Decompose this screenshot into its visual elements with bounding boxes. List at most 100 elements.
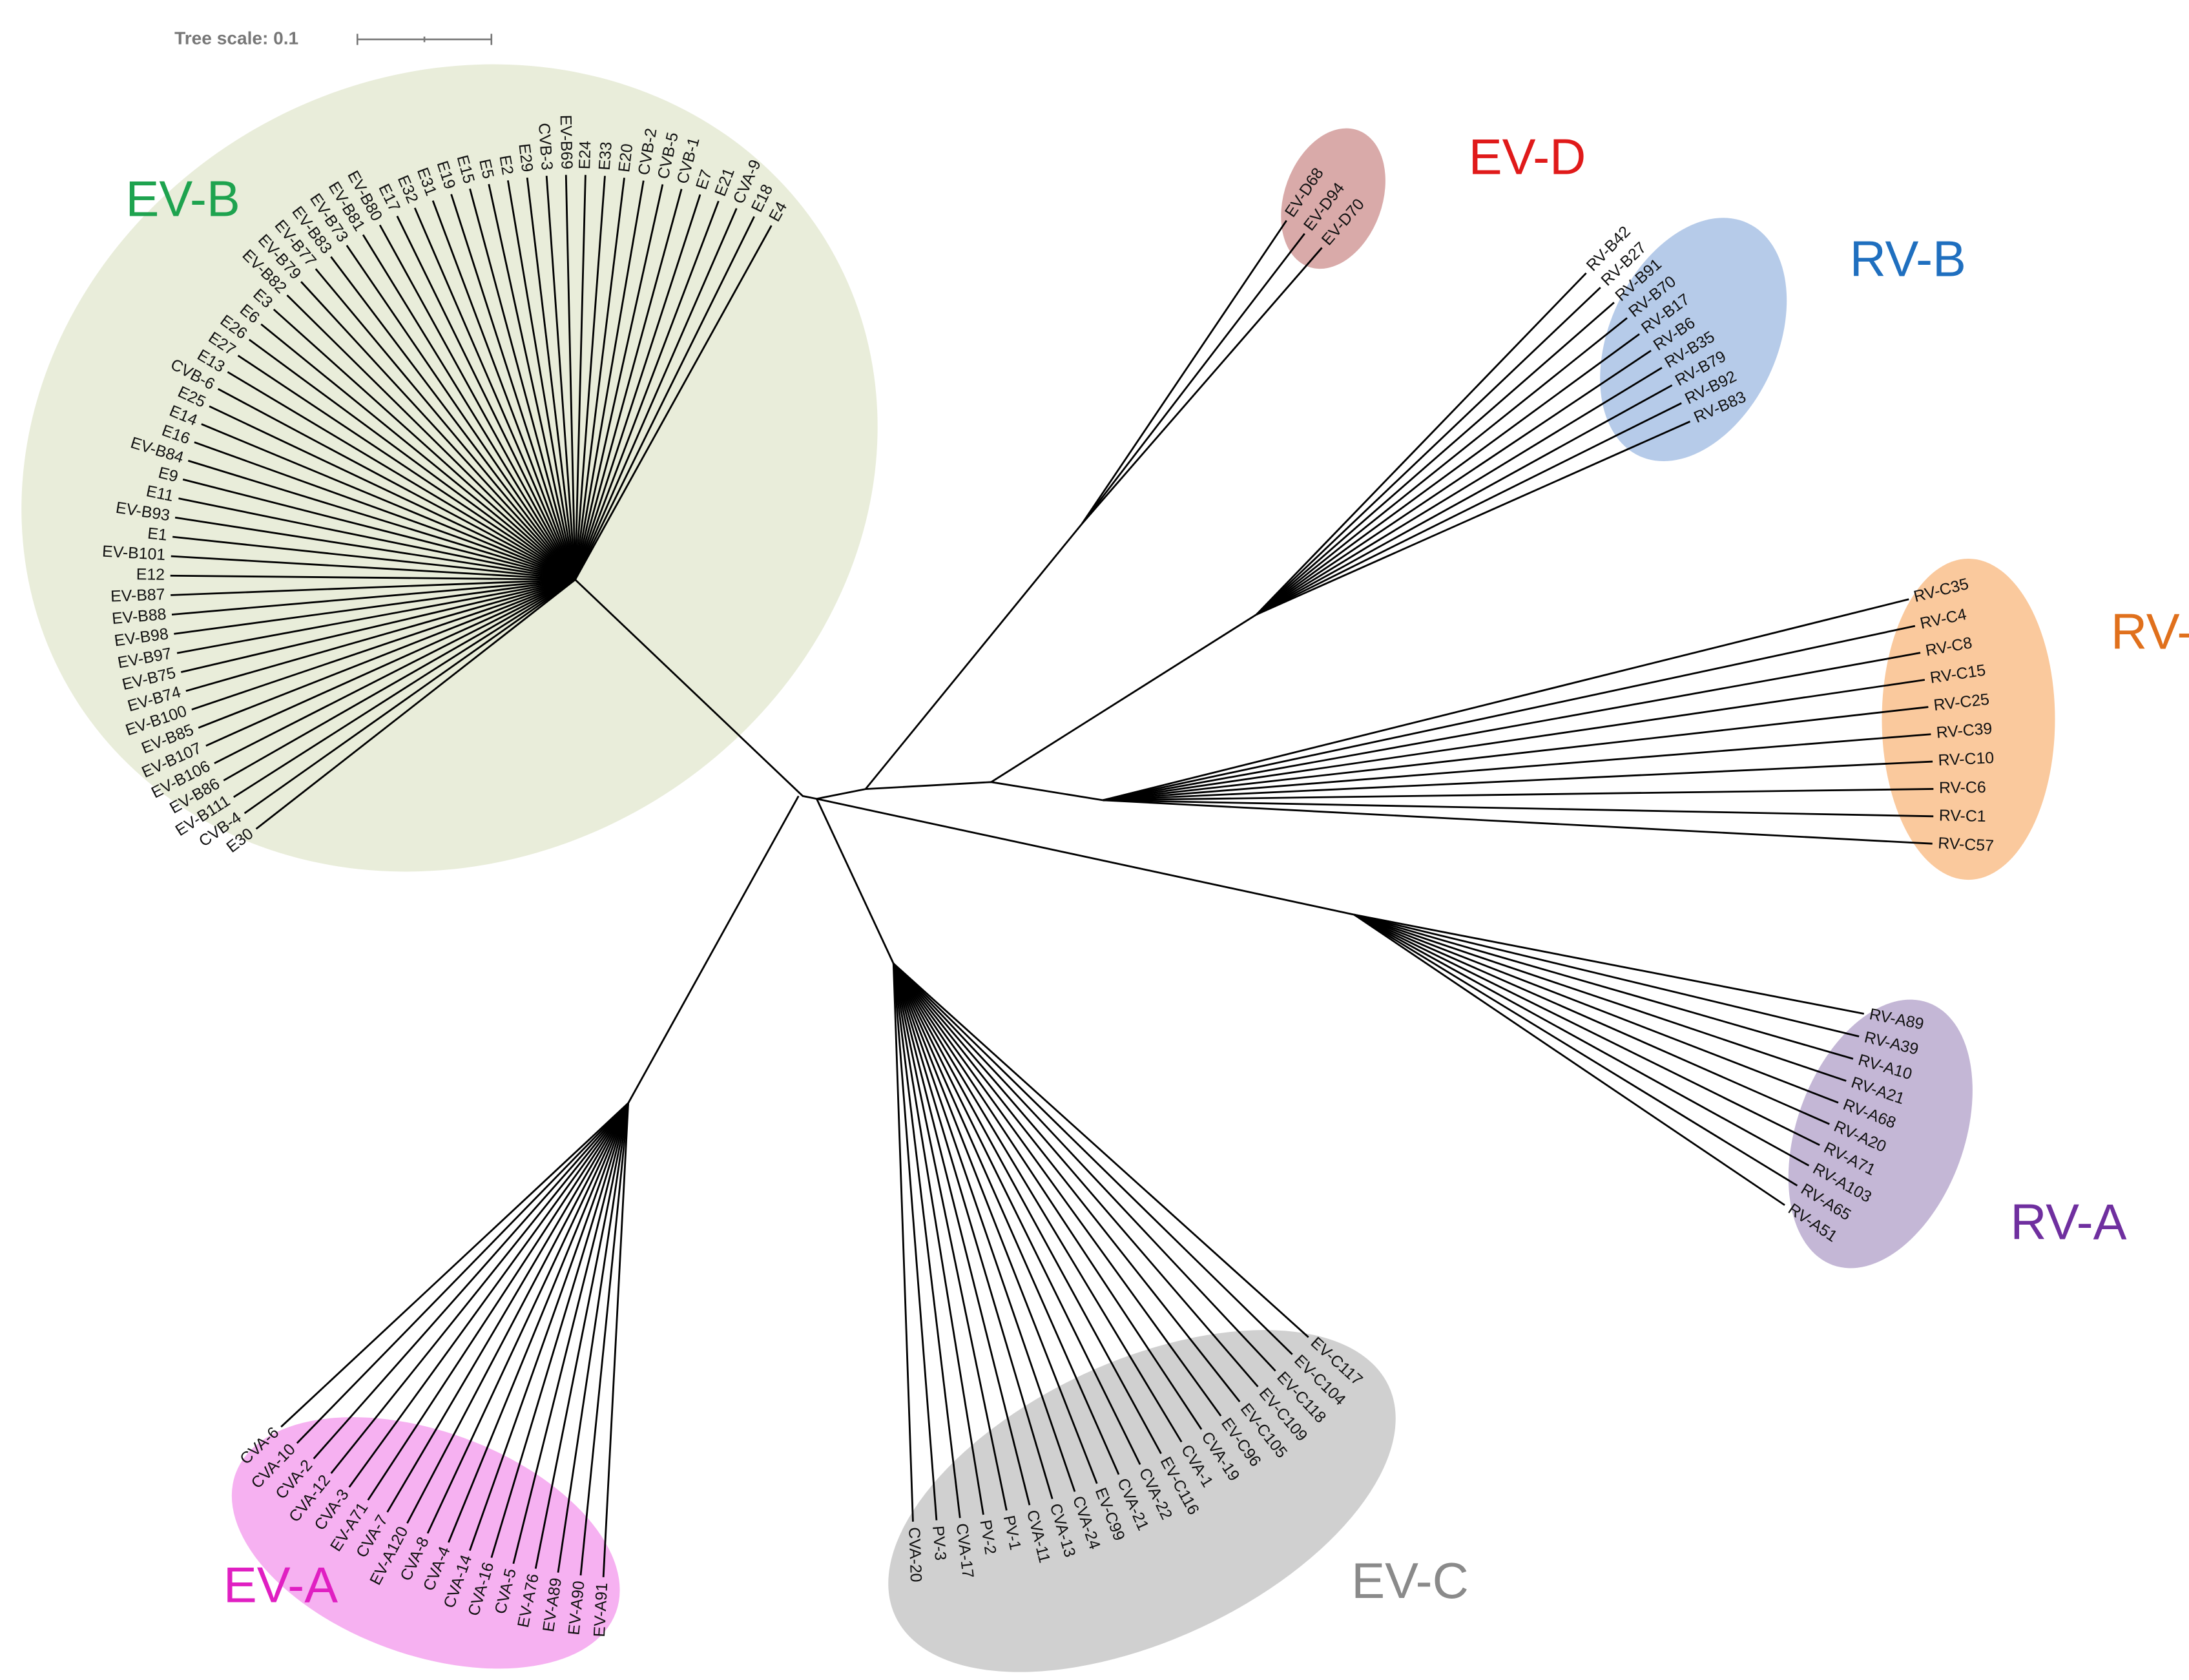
branch: [574, 178, 625, 580]
branch: [574, 208, 738, 580]
clade-label: RV-B: [1850, 231, 1966, 287]
branch: [223, 579, 576, 782]
branch: [174, 516, 576, 581]
branch: [187, 459, 576, 581]
branch: [1256, 333, 1640, 616]
branch: [171, 555, 576, 581]
branch: [217, 388, 576, 581]
leaf-label: EV-A91: [591, 1582, 611, 1638]
branch: [191, 579, 576, 710]
leaf-label: E29: [515, 143, 535, 173]
clade-highlight: [1281, 128, 1385, 269]
tree-scale-label: Tree scale: 0.1: [174, 28, 298, 48]
branch: [574, 180, 645, 580]
branch: [1256, 384, 1673, 616]
branch: [286, 295, 576, 581]
leaf-label: RV-C1: [1939, 807, 1986, 825]
branch: [512, 1103, 629, 1564]
branch: [579, 1103, 630, 1576]
clade-label: RV-C: [2111, 604, 2189, 659]
clade-highlight: [231, 1417, 620, 1669]
clade-highlight: [1788, 999, 1973, 1269]
clade-highlight: [1600, 218, 1787, 462]
branch: [348, 1103, 629, 1488]
branch: [1256, 367, 1663, 616]
clade-label: EV-D: [1469, 130, 1586, 185]
branch: [565, 174, 576, 580]
branch: [892, 963, 914, 1522]
branch: [209, 405, 576, 581]
branch: [892, 963, 961, 1519]
branch: [172, 535, 576, 581]
branch: [1353, 913, 1785, 1206]
branch: [893, 962, 1276, 1372]
backbone: [816, 798, 1354, 916]
branch: [178, 497, 576, 581]
branch: [526, 177, 576, 580]
branch: [1103, 799, 1933, 845]
branch: [1103, 799, 1934, 818]
branch: [296, 1102, 629, 1444]
branch: [574, 176, 606, 580]
branch: [280, 1102, 629, 1428]
leaf-label: E33: [596, 141, 616, 171]
branch: [1353, 913, 1810, 1167]
branch: [1353, 913, 1830, 1125]
branch: [893, 963, 1183, 1443]
branch: [260, 323, 576, 581]
branch: [171, 579, 576, 616]
branch: [893, 963, 1141, 1466]
branch: [506, 180, 576, 580]
branch: [1103, 760, 1933, 802]
branch: [237, 355, 576, 581]
scale-bar: [357, 34, 493, 45]
branch: [574, 189, 683, 580]
clade-highlight: [888, 1330, 1396, 1672]
branch: [893, 962, 1241, 1402]
branch: [406, 1103, 629, 1524]
branch: [170, 574, 576, 581]
leaf-label: E12: [136, 566, 165, 583]
leaf-label: RV-C10: [1938, 749, 1995, 769]
leaf-label: EV-B87: [110, 586, 165, 605]
branch: [379, 224, 576, 581]
leaf-label: PV-3: [929, 1525, 949, 1561]
backbone: [816, 798, 895, 964]
branch: [233, 579, 576, 798]
branch: [468, 1103, 629, 1551]
branch: [1103, 788, 1934, 802]
branch: [431, 200, 576, 580]
branch: [1103, 625, 1916, 802]
branch: [201, 423, 576, 581]
branch: [1103, 652, 1921, 802]
branch: [255, 579, 576, 830]
branch: [892, 963, 938, 1520]
branch: [1256, 420, 1691, 616]
branch: [448, 1103, 629, 1543]
leaf-label: E1: [147, 525, 168, 544]
branch: [1354, 913, 1847, 1082]
branch: [488, 183, 576, 580]
branch: [244, 579, 576, 814]
clade-highlight: [1882, 558, 2055, 880]
branch: [367, 1103, 629, 1501]
branch: [1103, 598, 1909, 802]
branch: [362, 234, 576, 581]
clade-label: EV-C: [1351, 1553, 1469, 1609]
branch: [1353, 913, 1798, 1187]
branch: [1256, 402, 1682, 616]
branch: [1354, 913, 1860, 1037]
branch: [892, 963, 1120, 1475]
branch: [1103, 706, 1929, 802]
branches: [574, 523, 1354, 1104]
clade-label: EV-B: [126, 171, 240, 227]
branch: [313, 1102, 629, 1460]
branch: [1256, 287, 1601, 616]
branch: [330, 1103, 629, 1474]
branch: [1081, 220, 1287, 524]
leaf-label: RV-C6: [1939, 779, 1986, 797]
leaf-label: RV-C39: [1936, 720, 1993, 742]
branch: [893, 963, 1203, 1430]
